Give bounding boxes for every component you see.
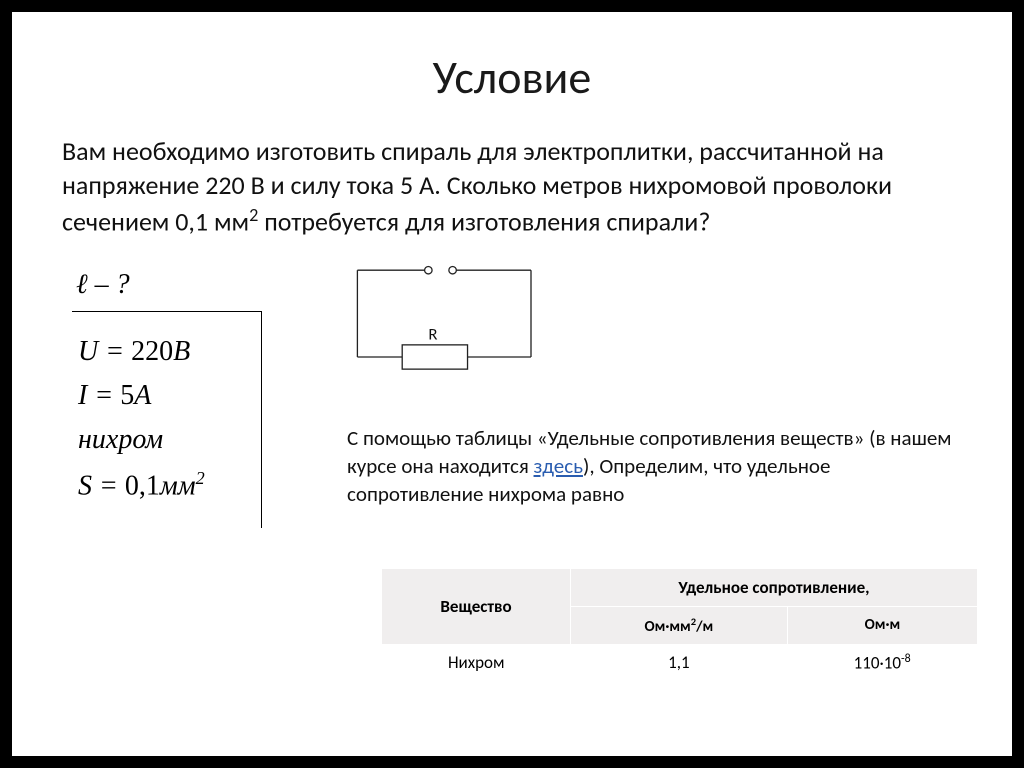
page-title: Условие [12, 50, 1012, 106]
eq-I: = [94, 380, 113, 411]
eq-S: = [99, 470, 118, 501]
th-unit1: Ом·мм2/м [571, 606, 788, 644]
val2-a: 110·10 [854, 652, 901, 673]
th-unit2: Ом·м [787, 606, 977, 644]
cell-val1: 1,1 [571, 644, 788, 682]
slide: Условие Вам необходимо изготовить спирал… [12, 12, 1012, 756]
given-row-S: S = 0,1мм2 [78, 468, 251, 502]
problem-text-2: потребуется для изготовления спирали? [258, 205, 710, 237]
unit-U: B [173, 336, 190, 367]
cell-name: Нихром [382, 644, 571, 682]
val-I: 5 [120, 380, 134, 411]
circuit-diagram: R [322, 259, 572, 399]
th-resistivity: Удельное сопротивление, [571, 569, 978, 607]
resistor-label: R [428, 323, 437, 344]
val-S: 0,1 [125, 470, 160, 501]
var-U: U [78, 336, 98, 367]
table-row: Нихром 1,1 110·10-8 [382, 644, 977, 682]
val-U: 220 [131, 336, 173, 367]
given-body: U = 220B I = 5A нихром S = 0,1мм2 [72, 312, 262, 528]
resistivity-table: Вещество Удельное сопротивление, Ом·мм2/… [382, 569, 977, 682]
var-S: S [78, 470, 92, 501]
val2-b: -8 [901, 652, 911, 666]
problem-statement: Вам необходимо изготовить спираль для эл… [12, 134, 1012, 239]
given-material: нихром [78, 424, 251, 456]
given-unknown: ℓ – ? [72, 263, 262, 312]
problem-sup: 2 [249, 204, 258, 226]
given-block: ℓ – ? U = 220B I = 5A нихром S = 0,1мм2 [72, 263, 262, 528]
var-I: I [78, 380, 87, 411]
hint-link[interactable]: здесь [534, 453, 583, 479]
unit-S: мм [160, 470, 196, 501]
given-row-U: U = 220B [78, 336, 251, 368]
unit1-c: /м [696, 618, 713, 636]
eq-U: = [105, 336, 124, 367]
given-row-I: I = 5A [78, 380, 251, 412]
cell-val2: 110·10-8 [787, 644, 977, 682]
unit1-a: Ом·мм [645, 618, 691, 636]
hint-text: С помощью таблицы «Удельные сопротивлени… [347, 424, 967, 509]
unit-I: A [134, 380, 151, 411]
unit-S-pow: 2 [196, 468, 205, 488]
th-substance: Вещество [382, 569, 571, 644]
